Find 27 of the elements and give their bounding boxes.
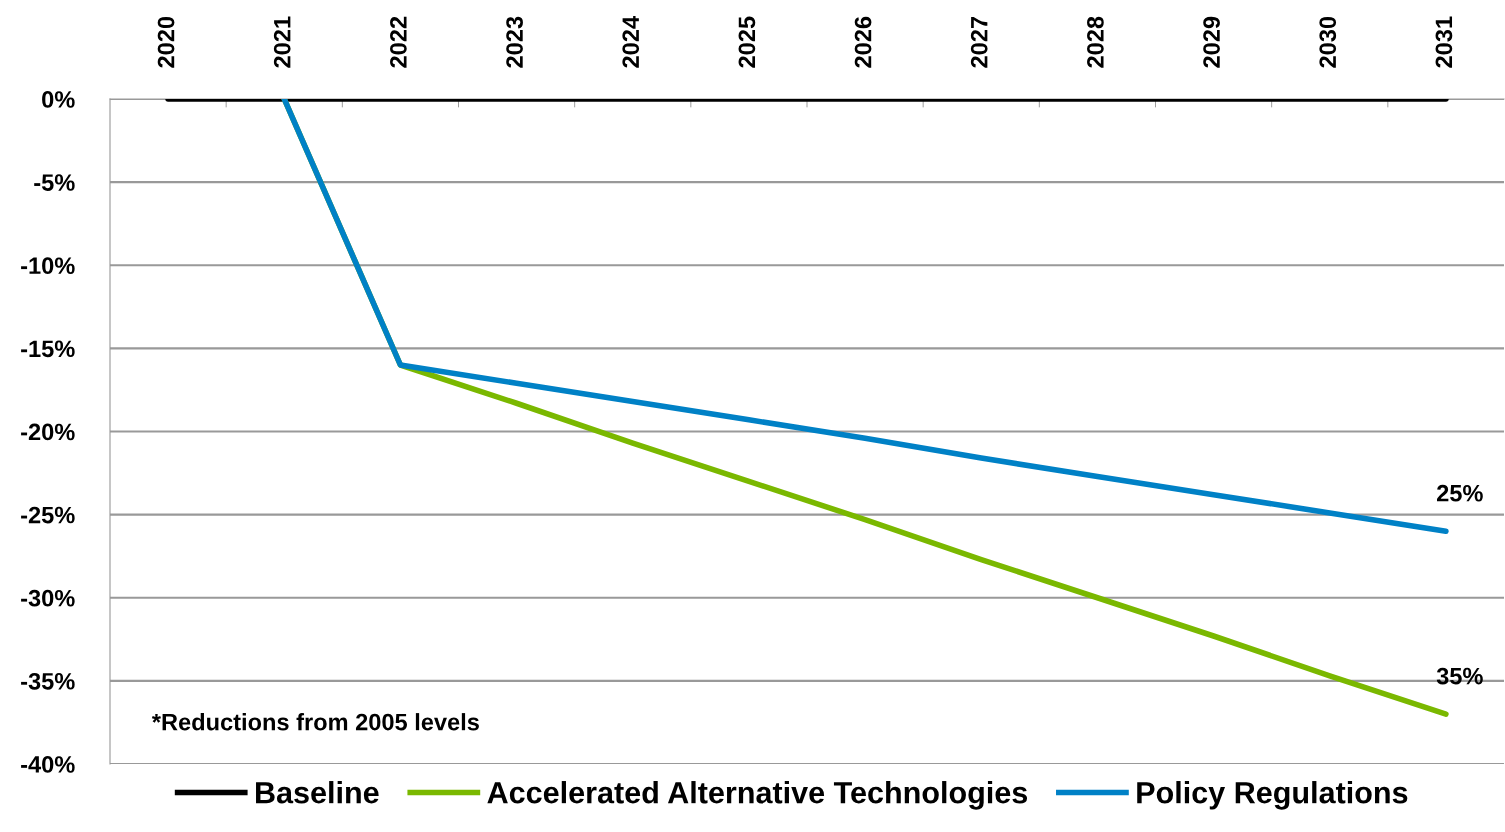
x-tick-label: 2026 [854, 16, 872, 68]
annotation: 25% [1437, 484, 1483, 502]
y-tick-label: -35% [21, 672, 75, 690]
x-tick-label: 2027 [970, 16, 988, 68]
y-tick-label: -15% [21, 340, 75, 358]
x-tick-label: 2023 [506, 16, 523, 68]
x-tick-label: 2029 [1203, 16, 1220, 68]
x-tick-label: 2022 [390, 16, 407, 68]
y-tick-label: -30% [21, 589, 75, 607]
annotation: *Reductions from 2005 levels [151, 713, 479, 731]
y-tick-label: -20% [21, 423, 75, 441]
annotation: 35% [1436, 667, 1483, 685]
x-tick-label: 2021 [273, 16, 291, 68]
legend-label: Baseline [256, 781, 379, 804]
x-tick-label: 2028 [1087, 16, 1104, 68]
y-tick-label: -5% [34, 174, 75, 191]
x-tick-label: 2020 [157, 16, 175, 68]
legend-label: Policy Regulations [1137, 781, 1408, 810]
legend-label: Accelerated Alternative Technologies [487, 781, 1028, 810]
x-tick-label: 2030 [1319, 16, 1337, 68]
y-tick-label: 0% [42, 91, 75, 108]
x-tick-label: 2024 [622, 16, 640, 68]
y-tick-label: -25% [21, 506, 75, 524]
y-tick-label: -40% [21, 756, 75, 773]
x-tick-label: 2025 [738, 16, 756, 68]
y-tick-label: -10% [21, 257, 75, 275]
x-tick-label: 2031 [1435, 16, 1453, 68]
